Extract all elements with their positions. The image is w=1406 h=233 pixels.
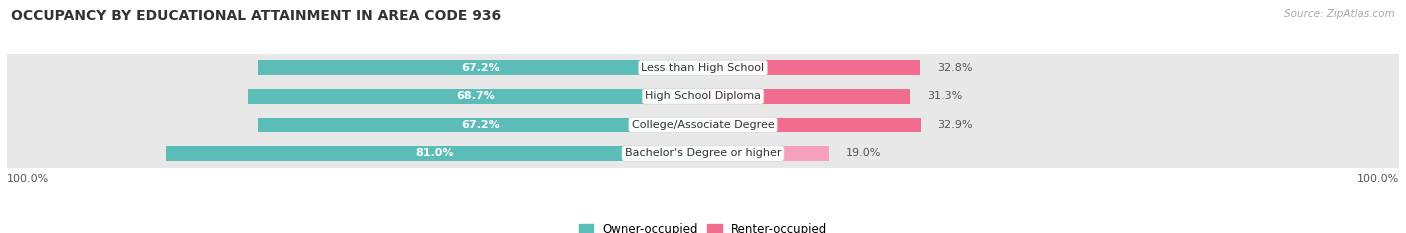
Text: OCCUPANCY BY EDUCATIONAL ATTAINMENT IN AREA CODE 936: OCCUPANCY BY EDUCATIONAL ATTAINMENT IN A… (11, 9, 502, 23)
Text: 100.0%: 100.0% (7, 174, 49, 184)
Text: High School Diploma: High School Diploma (645, 91, 761, 101)
Text: 32.9%: 32.9% (938, 120, 973, 130)
Text: Source: ZipAtlas.com: Source: ZipAtlas.com (1284, 9, 1395, 19)
Bar (257, 117, 703, 132)
Text: 31.3%: 31.3% (927, 91, 962, 101)
Text: Less than High School: Less than High School (641, 63, 765, 73)
Text: 67.2%: 67.2% (461, 63, 499, 73)
Text: 68.7%: 68.7% (456, 91, 495, 101)
FancyBboxPatch shape (0, 55, 1406, 195)
Legend: Owner-occupied, Renter-occupied: Owner-occupied, Renter-occupied (579, 223, 827, 233)
FancyBboxPatch shape (0, 26, 1406, 167)
Text: College/Associate Degree: College/Associate Degree (631, 120, 775, 130)
Text: 100.0%: 100.0% (1357, 174, 1399, 184)
Text: Bachelor's Degree or higher: Bachelor's Degree or higher (624, 148, 782, 158)
Bar (247, 89, 703, 104)
Text: 19.0%: 19.0% (845, 148, 882, 158)
Bar (166, 146, 703, 161)
FancyBboxPatch shape (0, 83, 1406, 224)
FancyBboxPatch shape (0, 0, 1406, 138)
Bar (703, 60, 921, 75)
Bar (703, 146, 830, 161)
Bar (257, 60, 703, 75)
Bar (703, 117, 921, 132)
Bar (703, 89, 911, 104)
Text: 81.0%: 81.0% (415, 148, 454, 158)
Text: 67.2%: 67.2% (461, 120, 499, 130)
Text: 32.8%: 32.8% (936, 63, 973, 73)
